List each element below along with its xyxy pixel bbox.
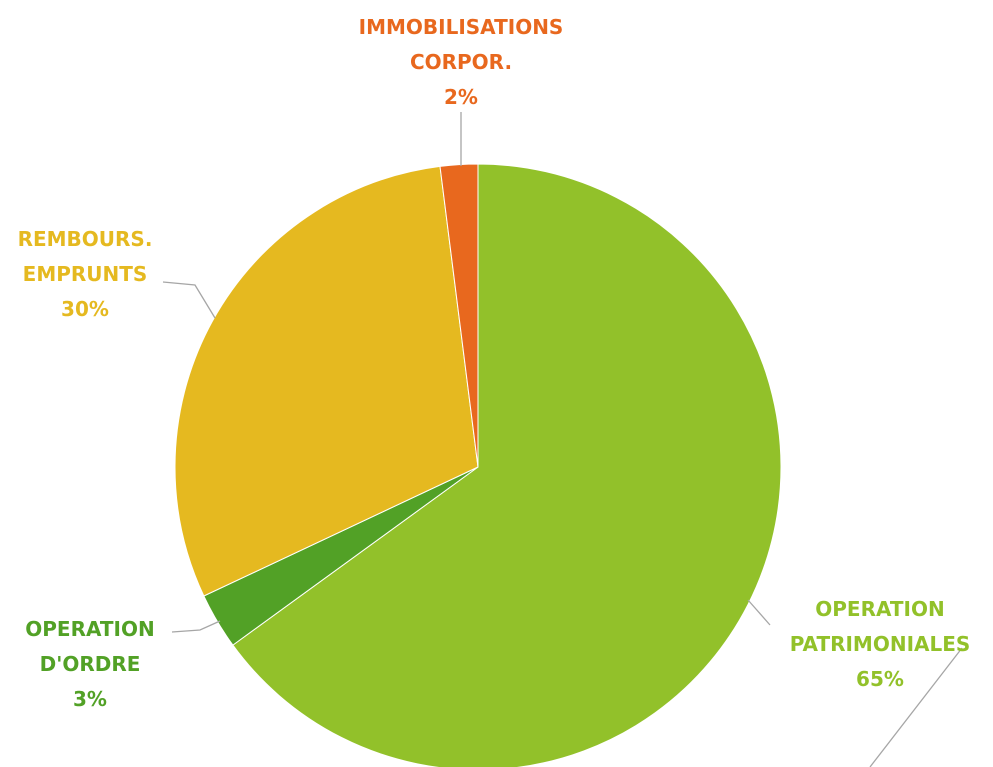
category-label: OPERATION PATRIMONIALES: [789, 597, 971, 656]
pie-slice: [439, 163, 479, 468]
leader-line: [747, 599, 771, 626]
slice-label: IMMOBILISATIONS CORPOR. 2%: [359, 10, 564, 115]
category-label: OPERATION D'ORDRE: [25, 617, 155, 676]
value-label: 2%: [444, 85, 478, 109]
leader-line: [162, 281, 216, 319]
slice-label: OPERATION D'ORDRE 3%: [25, 612, 154, 717]
slice-label: OPERATION PATRIMONIALES 65%: [790, 592, 971, 697]
value-label: 3%: [73, 687, 107, 711]
category-label: IMMOBILISATIONS CORPOR.: [358, 15, 564, 74]
slice-label: REMBOURS. EMPRUNTS 30%: [18, 222, 153, 327]
leader-line: [171, 620, 221, 633]
category-label: REMBOURS. EMPRUNTS: [17, 227, 153, 286]
pie-slice: [174, 165, 479, 597]
pie-slice: [232, 163, 782, 767]
value-label: 65%: [856, 667, 904, 691]
leader-line: [869, 647, 963, 767]
value-label: 30%: [61, 297, 109, 321]
